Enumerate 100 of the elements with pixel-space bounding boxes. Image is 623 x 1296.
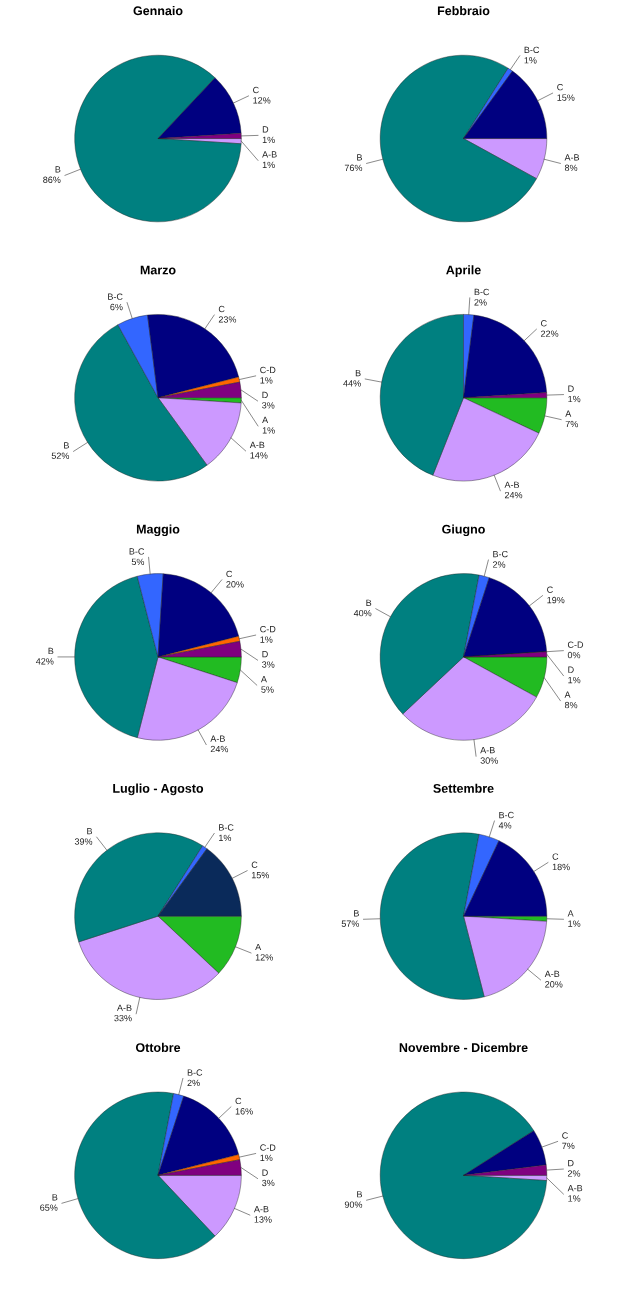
- slice-label: A-B: [116, 1004, 132, 1011]
- data-label: 4%: [498, 822, 512, 829]
- slice-label: B: [357, 1191, 362, 1198]
- slice-label: A-B: [480, 747, 495, 754]
- data-label: 44%: [343, 380, 361, 387]
- data-label: 65%: [40, 1204, 58, 1211]
- data-label: 1%: [262, 161, 275, 168]
- data-label: 1%: [260, 377, 273, 384]
- data-label: 40%: [353, 609, 372, 617]
- slice-label: C: [253, 86, 259, 94]
- data-label: 24%: [504, 491, 523, 499]
- slice-label: A: [260, 676, 267, 683]
- slice-label: C: [226, 570, 233, 578]
- data-label: 1%: [568, 1195, 581, 1202]
- data-label: 8%: [564, 164, 578, 172]
- category-label: C-D: [567, 641, 584, 648]
- data-label: 8%: [564, 701, 578, 709]
- slice-label: A-B: [262, 151, 277, 158]
- slice-label: D: [568, 666, 574, 673]
- data-label: 2%: [492, 561, 506, 568]
- data-label: 20%: [545, 981, 563, 988]
- data-label: 39%: [74, 838, 93, 845]
- data-label: 1%: [262, 427, 275, 434]
- slice-label: A: [564, 691, 571, 698]
- slice-label: A-B: [249, 441, 265, 449]
- data-label: 2%: [187, 1079, 200, 1087]
- data-label: 20%: [226, 581, 244, 588]
- data-label: 2%: [567, 1170, 581, 1177]
- slice-label: C: [541, 320, 547, 327]
- slice-label: C-D: [260, 366, 276, 374]
- data-label: 3%: [262, 402, 275, 409]
- slice-label: C: [557, 83, 563, 91]
- slice-label: A-B: [544, 970, 560, 978]
- slice-label: D: [262, 391, 268, 399]
- slice-label: C-D: [260, 625, 276, 633]
- data-label: 12%: [253, 97, 271, 104]
- data-label: 86%: [43, 176, 61, 183]
- data-label: 15%: [251, 871, 270, 879]
- data-label: 1%: [568, 920, 581, 927]
- slice-label: D: [568, 385, 574, 392]
- slice-label: B: [48, 647, 54, 655]
- data-label: 1%: [524, 57, 537, 64]
- data-label: 57%: [341, 920, 360, 927]
- text: 0%: [567, 651, 581, 659]
- chart-title: Febbraio: [437, 6, 490, 16]
- slice-label: B: [87, 828, 93, 835]
- data-label: 1%: [568, 395, 581, 403]
- chart-title: Luglio - Agosto: [113, 783, 204, 796]
- data-label: 19%: [547, 596, 565, 604]
- data-label: 15%: [557, 94, 575, 101]
- slice-label: B: [55, 166, 61, 173]
- slice-label: B: [52, 1194, 58, 1201]
- slice-label: A-B: [564, 154, 580, 161]
- data-label: 22%: [541, 330, 559, 337]
- slice-label: A-B: [567, 1184, 583, 1192]
- slice-label: B-C: [493, 550, 508, 558]
- slice-label: B-C: [108, 293, 123, 300]
- data-label: 2%: [474, 299, 487, 306]
- slice-label: C-D: [260, 1144, 276, 1151]
- slice-label: D: [262, 126, 269, 133]
- slice-label: B-C: [129, 548, 145, 555]
- data-label: 18%: [552, 863, 570, 871]
- slice-label: B-C: [187, 1069, 203, 1076]
- chart-title: Maggio: [136, 524, 180, 537]
- slice-label: A-B: [253, 1205, 269, 1213]
- slice-label: B-C: [219, 824, 234, 831]
- data-label: 16%: [235, 1108, 253, 1115]
- slice-label: D: [262, 651, 268, 658]
- slice-label: A: [565, 410, 572, 417]
- data-label: 1%: [260, 636, 273, 643]
- data-label: 5%: [131, 558, 145, 565]
- slice-label: B: [64, 442, 69, 449]
- slice-label: B-C: [524, 46, 540, 54]
- slice-label: B: [366, 599, 372, 606]
- data-label: 33%: [114, 1014, 132, 1022]
- data-label: 14%: [250, 452, 268, 459]
- data-label: 12%: [255, 954, 273, 961]
- slice-label: A: [567, 910, 574, 917]
- slice-label: A: [262, 416, 269, 424]
- slice-label: C: [235, 1097, 242, 1105]
- data-label: 52%: [51, 452, 70, 459]
- slice-label: C: [218, 305, 225, 313]
- slice-label: B-C: [499, 811, 514, 819]
- data-label: 6%: [110, 303, 123, 311]
- slice-label: B: [355, 369, 361, 377]
- slice-label: D: [262, 1169, 268, 1176]
- data-label: 1%: [568, 676, 581, 684]
- data-label: 13%: [254, 1216, 272, 1223]
- data-label: 3%: [262, 1179, 275, 1187]
- chart-title: Novembre - Dicembre: [399, 1042, 528, 1053]
- slice-label: A: [255, 943, 262, 951]
- chart-title: Gennaio: [133, 6, 183, 16]
- data-label: 1%: [219, 834, 232, 841]
- chart-title: Ottobre: [135, 1042, 181, 1053]
- data-label: 24%: [210, 745, 229, 753]
- data-label: 5%: [261, 686, 274, 693]
- slice-label: B-C: [474, 288, 490, 296]
- data-label: 23%: [218, 316, 237, 323]
- data-label: 1%: [260, 1154, 273, 1162]
- data-label: 7%: [562, 1142, 575, 1150]
